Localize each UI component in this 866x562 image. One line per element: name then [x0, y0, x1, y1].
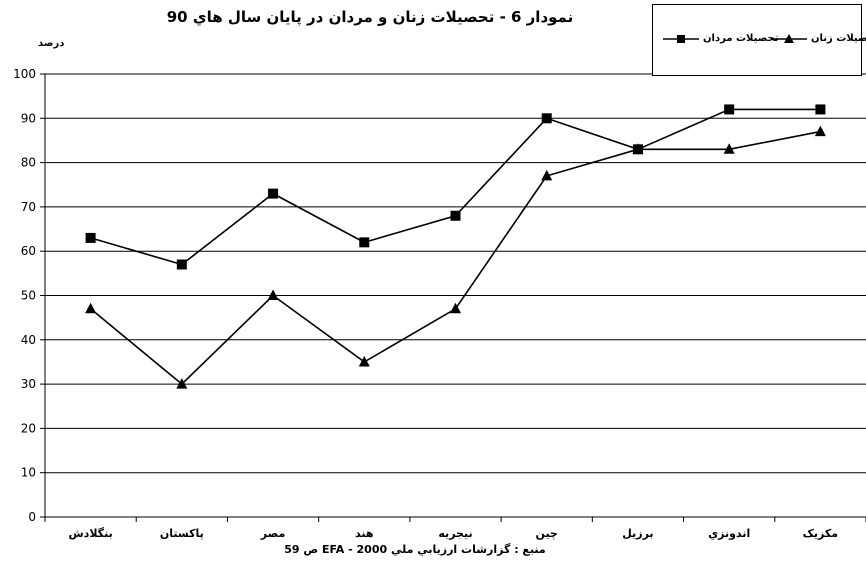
data-point-men [176, 259, 187, 270]
legend: تحصیلات مردان تحصیلات زنان [652, 4, 866, 76]
x-tick-label: مکزیک [803, 527, 838, 540]
y-tick-label: 10 [21, 466, 36, 480]
y-tick-label: 60 [21, 244, 36, 258]
series-line-men [90, 108, 821, 266]
y-tick-label: 0 [28, 510, 36, 524]
data-point-women [85, 302, 97, 314]
x-tick-label: نیجریه [438, 527, 472, 540]
y-tick-label: 20 [21, 421, 36, 435]
x-tick-label: چین [536, 527, 558, 540]
y-tick-label: 40 [21, 333, 36, 347]
data-point-women [358, 355, 370, 367]
legend-label-men: تحصیلات مردان [703, 33, 779, 44]
y-axis-label: درصد [38, 38, 65, 49]
y-tick-label: 80 [21, 156, 36, 170]
legend-marker-women [771, 34, 807, 43]
data-point-women [176, 378, 188, 389]
data-point-women [723, 143, 735, 154]
data-point-women [541, 169, 553, 181]
data-point-men [724, 104, 735, 115]
data-point-men [268, 188, 279, 199]
y-tick-label: 100 [13, 67, 36, 81]
data-point-women [632, 143, 644, 154]
data-point-men [359, 237, 370, 248]
x-tick-label: پاکستان [160, 527, 204, 540]
x-tick-label: برزيل [622, 527, 653, 540]
data-point-women [267, 289, 279, 300]
y-tick-label: 50 [21, 289, 36, 303]
y-tick-label: 90 [21, 111, 36, 125]
data-point-women [814, 125, 826, 137]
chart-title: نمودار 6 - تحصیلات زنان و مردان در پایان… [166, 8, 574, 26]
legend-marker-men [663, 35, 699, 43]
x-tick-label: بنگلادش [69, 527, 113, 540]
source-note: منبع : گزارشات ارزيابي ملي 2000 - EFA ص … [284, 543, 546, 556]
x-tick-label: مصر [260, 527, 286, 540]
y-tick-label: 70 [21, 200, 36, 214]
y-tick-label: 30 [21, 377, 36, 391]
data-point-men [450, 210, 461, 221]
data-point-men [85, 232, 96, 243]
x-tick-label: اندونزي [708, 527, 750, 540]
data-point-men [541, 113, 552, 124]
x-tick-label: هند [355, 527, 373, 540]
data-point-women [450, 302, 461, 314]
legend-label-women: تحصیلات زنان [811, 33, 866, 44]
series-line-women [90, 130, 821, 386]
data-point-men [815, 104, 826, 115]
